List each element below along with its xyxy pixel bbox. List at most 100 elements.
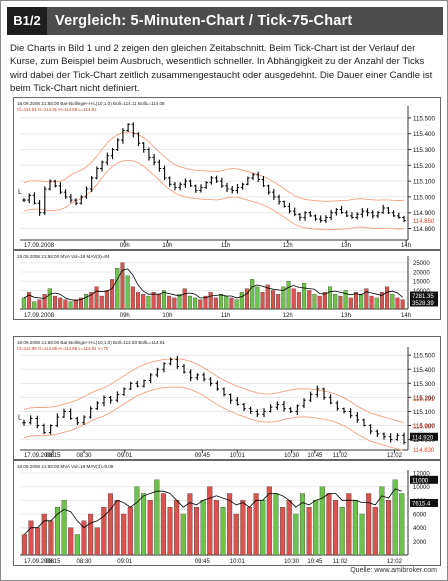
volume-bar <box>147 500 153 556</box>
volume-bar <box>260 500 266 556</box>
volume-bar <box>240 500 246 556</box>
chart-5min-price: 115.500 115.400 115.300 115.200 115.100 115.0… <box>13 97 441 250</box>
volume-bar <box>286 281 291 310</box>
y-tick-label: 115.100 <box>413 179 435 186</box>
left-marker: L <box>18 415 22 422</box>
volume-bar <box>41 513 47 556</box>
volume-bar <box>154 479 160 556</box>
chart-svg: 115.500 115.400 115.300 115.200 115.100 115.0… <box>17 101 435 249</box>
volume-bar <box>21 534 27 556</box>
y-tick-label: 25000 <box>413 261 430 267</box>
volume-bar <box>244 288 250 310</box>
upper-band-line <box>23 131 405 202</box>
y-tick-label: 115.500 <box>413 353 435 360</box>
y-tick-label: 115.200 <box>413 163 435 170</box>
volume-bar <box>227 493 233 556</box>
volume-bar <box>193 297 198 310</box>
lower-band-line <box>23 386 405 452</box>
volume-bar <box>207 486 213 556</box>
volume-bar <box>174 500 180 556</box>
x-tick-label: 17.09.2008 <box>24 243 55 249</box>
volume-bar <box>326 493 332 556</box>
chart-5min-volume: 25000200001500010000500018.09.2008 21:58… <box>13 250 441 320</box>
chart-info-line: 18.09.2008 21:58:00 Bar-Bollinger-H-L(10… <box>17 340 165 345</box>
left-marker: L <box>18 189 22 196</box>
volume-bar <box>379 486 385 556</box>
volume-bar <box>167 507 173 556</box>
volume-bar <box>104 290 109 310</box>
volume-bar <box>136 292 141 310</box>
volume-bar <box>213 500 219 556</box>
x-tick-label: 11:02 <box>333 453 348 459</box>
volume-bar <box>101 507 107 556</box>
chart-info-line: 18.09.2008 21:58:00 MVA Vol=18 MAV(3)=84 <box>17 254 110 259</box>
volume-bar <box>366 493 372 556</box>
volume-bar <box>364 288 369 310</box>
volume-bar <box>63 299 68 310</box>
volume-bar <box>198 299 203 310</box>
x-tick-label: 14h <box>401 313 411 319</box>
x-tick-label: 17.09.2008 <box>24 559 55 565</box>
figure-badge: B1/2 <box>7 7 47 35</box>
volume-bar <box>395 297 400 310</box>
volume-bar <box>352 500 358 556</box>
upper-band-line <box>23 358 405 423</box>
chart-svg: 25000200001500010000500018.09.2008 21:58… <box>17 254 438 319</box>
price-level-label: 115.191 <box>413 397 435 403</box>
volume-bar <box>37 299 42 310</box>
volume-bar <box>74 534 80 556</box>
x-tick-label: 10:45 <box>307 559 323 565</box>
x-tick-label: 10h <box>162 243 172 249</box>
y-tick-label: 115.000 <box>413 194 435 201</box>
volume-bar <box>114 500 120 556</box>
volume-bar <box>219 294 224 310</box>
source-credit: Quelle: www.amibroker.com <box>350 567 437 574</box>
y-tick-label: 6000 <box>413 513 427 519</box>
intro-text: Die Charts in Bild 1 und 2 zeigen den gl… <box>10 43 433 94</box>
volume-bar <box>81 520 87 556</box>
y-tick-label: 10000 <box>413 485 430 491</box>
price-level-label: 114.850 <box>413 219 435 225</box>
x-tick-label: 10:30 <box>284 453 300 459</box>
x-tick-label: 09h <box>120 243 130 249</box>
volume-bar <box>312 294 317 310</box>
x-tick-label: 13h <box>341 313 351 319</box>
volume-bar <box>156 294 161 310</box>
volume-bar <box>47 288 52 310</box>
volume-bar <box>306 507 312 556</box>
volume-value-label: 7281.35 <box>412 294 434 300</box>
volume-bar <box>270 290 275 310</box>
y-tick-label: 115.400 <box>413 131 435 138</box>
x-tick-label: 11h <box>221 243 231 249</box>
y-tick-label: 115.300 <box>413 381 435 388</box>
volume-bar <box>54 507 61 556</box>
volume-bar <box>343 290 348 310</box>
volume-bar <box>246 507 253 556</box>
volume-bar <box>89 292 94 310</box>
chart-info-line-2: Cl=114.81 O=114.81 H=114.86 L=114.81 <box>17 107 97 112</box>
x-tick-label: 13h <box>341 243 351 249</box>
y-tick-label: 115.500 <box>413 115 435 122</box>
volume-bar <box>58 297 63 310</box>
volume-bar <box>35 527 41 556</box>
x-tick-label: 08:15 <box>45 559 61 565</box>
volume-bar <box>348 297 353 310</box>
volume-bar <box>172 297 177 310</box>
volume-bar <box>385 500 392 556</box>
volume-bar <box>28 520 34 556</box>
volume-bar <box>121 513 127 556</box>
volume-bar <box>180 513 186 556</box>
volume-bar <box>27 292 32 310</box>
volume-value-box <box>410 498 438 507</box>
chart-info-line-2: Cl=114.85 O=114.85 H=114.86 L=114.81 V=7… <box>17 346 109 351</box>
x-tick-label: 09:01 <box>117 453 133 459</box>
y-tick-label: 12000 <box>413 472 430 478</box>
y-tick-label: 115.400 <box>413 367 435 374</box>
y-tick-label: 115.200 <box>413 395 435 402</box>
y-tick-label: 114.800 <box>413 226 435 233</box>
volume-bar <box>52 295 58 310</box>
volume-bar <box>265 284 270 310</box>
volume-bar <box>200 500 206 556</box>
volume-bar <box>385 286 390 310</box>
